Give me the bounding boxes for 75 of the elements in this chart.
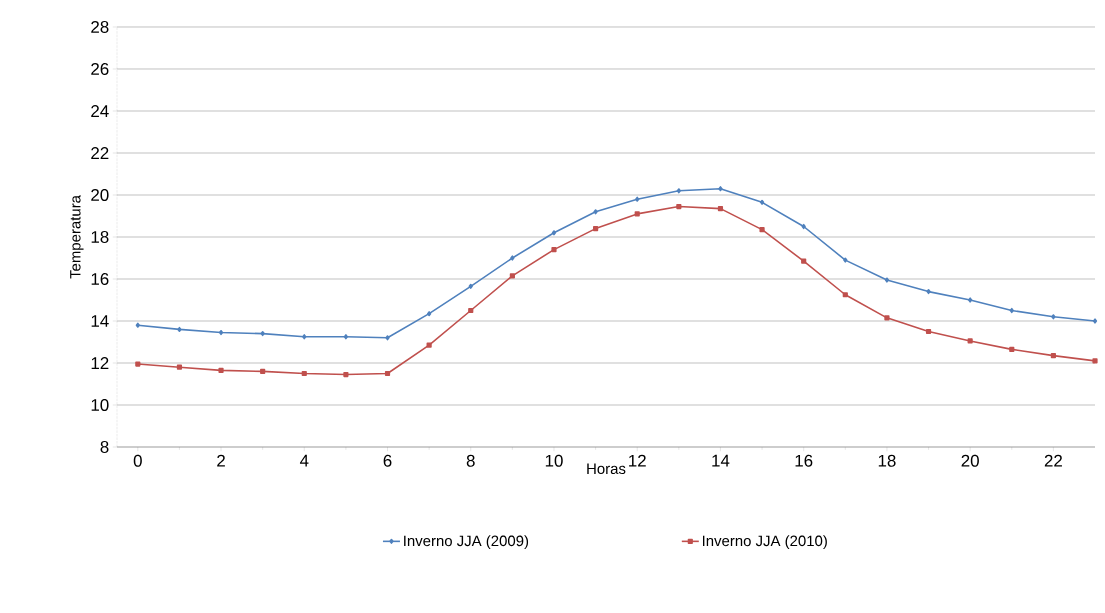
point bbox=[218, 329, 224, 336]
x-tick-label: 4 bbox=[299, 454, 309, 467]
point bbox=[1009, 307, 1014, 314]
point bbox=[551, 247, 557, 253]
point bbox=[759, 199, 765, 205]
x-tick-label: 16 bbox=[795, 454, 813, 467]
point bbox=[967, 338, 973, 344]
x-tick-label: 0 bbox=[133, 454, 142, 467]
point bbox=[218, 367, 224, 373]
y-tick-label: 24 bbox=[91, 105, 109, 117]
point bbox=[176, 364, 183, 370]
point bbox=[426, 342, 432, 348]
y-tick-label: 10 bbox=[91, 399, 109, 411]
point bbox=[343, 334, 349, 340]
point bbox=[1050, 353, 1056, 359]
point bbox=[676, 203, 682, 210]
point bbox=[1051, 314, 1056, 320]
point bbox=[509, 273, 515, 279]
point bbox=[510, 255, 515, 261]
point bbox=[801, 223, 806, 230]
point bbox=[260, 368, 266, 374]
y-tick-label: 20 bbox=[91, 189, 109, 201]
point bbox=[384, 370, 391, 377]
point bbox=[593, 209, 598, 215]
y-tick-label: 28 bbox=[91, 21, 109, 33]
point bbox=[135, 361, 141, 367]
point bbox=[718, 186, 723, 192]
y-axis-title: Temperatura bbox=[70, 195, 84, 279]
point bbox=[968, 297, 973, 303]
point bbox=[551, 230, 557, 236]
point bbox=[676, 188, 681, 194]
y-tick-label: 8 bbox=[100, 441, 109, 453]
x-axis-title: Horas bbox=[587, 463, 626, 475]
point bbox=[884, 277, 890, 283]
x-tick-label: 20 bbox=[961, 454, 979, 467]
point bbox=[343, 371, 349, 378]
point bbox=[843, 257, 848, 263]
point bbox=[926, 289, 931, 295]
point bbox=[468, 307, 474, 314]
x-tick-label: 22 bbox=[1044, 454, 1062, 467]
x-tick-label: 18 bbox=[878, 454, 896, 467]
y-tick-label: 16 bbox=[91, 273, 109, 285]
point bbox=[135, 322, 140, 328]
y-tick-label: 18 bbox=[91, 231, 109, 243]
point bbox=[759, 227, 765, 233]
legend-label: Inverno JJA (2009) bbox=[404, 535, 529, 550]
y-tick-label: 14 bbox=[91, 315, 109, 327]
point bbox=[1009, 346, 1015, 352]
point bbox=[1092, 318, 1098, 324]
legend-label: Inverno JJA (2010) bbox=[702, 535, 827, 550]
x-tick-label: 12 bbox=[629, 454, 646, 467]
y-tick-label: 22 bbox=[91, 147, 109, 159]
point bbox=[842, 292, 848, 298]
x-tick-label: 2 bbox=[217, 454, 225, 467]
x-tick-label: 14 bbox=[712, 454, 730, 467]
point bbox=[177, 326, 182, 332]
point bbox=[634, 211, 640, 217]
x-tick-label: 6 bbox=[383, 454, 392, 467]
point bbox=[426, 311, 432, 317]
x-tick-label: 8 bbox=[466, 454, 475, 467]
point bbox=[302, 334, 307, 340]
point bbox=[717, 206, 724, 212]
y-tick-label: 12 bbox=[91, 357, 109, 369]
point bbox=[468, 283, 473, 289]
x-tick-label: 10 bbox=[545, 454, 563, 467]
point bbox=[925, 328, 932, 335]
y-tick-label: 26 bbox=[91, 63, 109, 75]
point bbox=[884, 315, 890, 321]
point bbox=[593, 226, 599, 232]
point bbox=[301, 370, 307, 377]
point bbox=[385, 335, 390, 341]
point bbox=[801, 258, 807, 264]
point bbox=[1092, 358, 1098, 364]
point bbox=[260, 331, 265, 337]
point bbox=[635, 196, 640, 202]
